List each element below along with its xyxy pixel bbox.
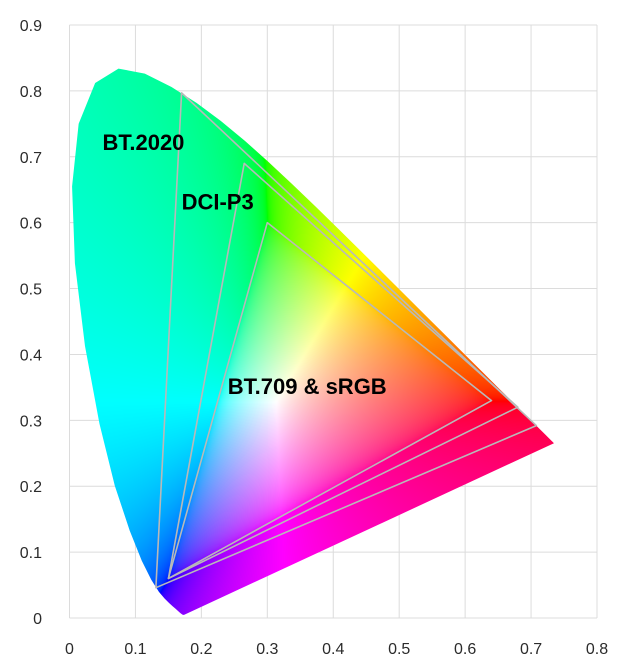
- x-tick-label: 0.4: [322, 641, 344, 658]
- gamut-label: DCI-P3: [182, 189, 254, 214]
- y-tick-label: 0.3: [20, 413, 42, 430]
- y-tick-label: 0.9: [20, 18, 42, 35]
- y-tick-label: 0: [33, 611, 42, 628]
- x-tick-label: 0.1: [124, 641, 146, 658]
- x-tick-label: 0.6: [454, 641, 476, 658]
- y-tick-label: 0.6: [20, 216, 42, 233]
- x-tick-label: 0.3: [256, 641, 278, 658]
- x-tick-label: 0.5: [388, 641, 410, 658]
- gamut-triangle: [155, 92, 538, 589]
- y-tick-label: 0.5: [20, 282, 42, 299]
- gamut-triangles: [155, 92, 538, 589]
- x-axis-ticks: 0 0.1 0.2 0.3 0.4 0.5 0.6 0.7 0.8: [65, 641, 608, 658]
- x-tick-label: 0.7: [520, 641, 542, 658]
- gamut-label: BT.709 & sRGB: [228, 374, 387, 399]
- y-tick-label: 0.1: [20, 545, 42, 562]
- gamut-labels: BT.2020 DCI-P3 BT.709 & sRGB: [102, 130, 386, 399]
- x-tick-label: 0: [65, 641, 74, 658]
- x-tick-label: 0.2: [190, 641, 212, 658]
- gamut-label: BT.2020: [102, 130, 184, 155]
- y-axis-ticks: 0 0.1 0.2 0.3 0.4 0.5 0.6 0.7 0.8 0.9: [20, 18, 42, 628]
- y-tick-label: 0.4: [20, 347, 42, 364]
- x-tick-label: 0.8: [586, 641, 608, 658]
- gamut-triangle: [167, 221, 493, 580]
- y-tick-label: 0.8: [20, 84, 42, 101]
- y-tick-label: 0.7: [20, 150, 42, 167]
- gamut-triangle: [167, 162, 519, 580]
- y-tick-label: 0.2: [20, 479, 42, 496]
